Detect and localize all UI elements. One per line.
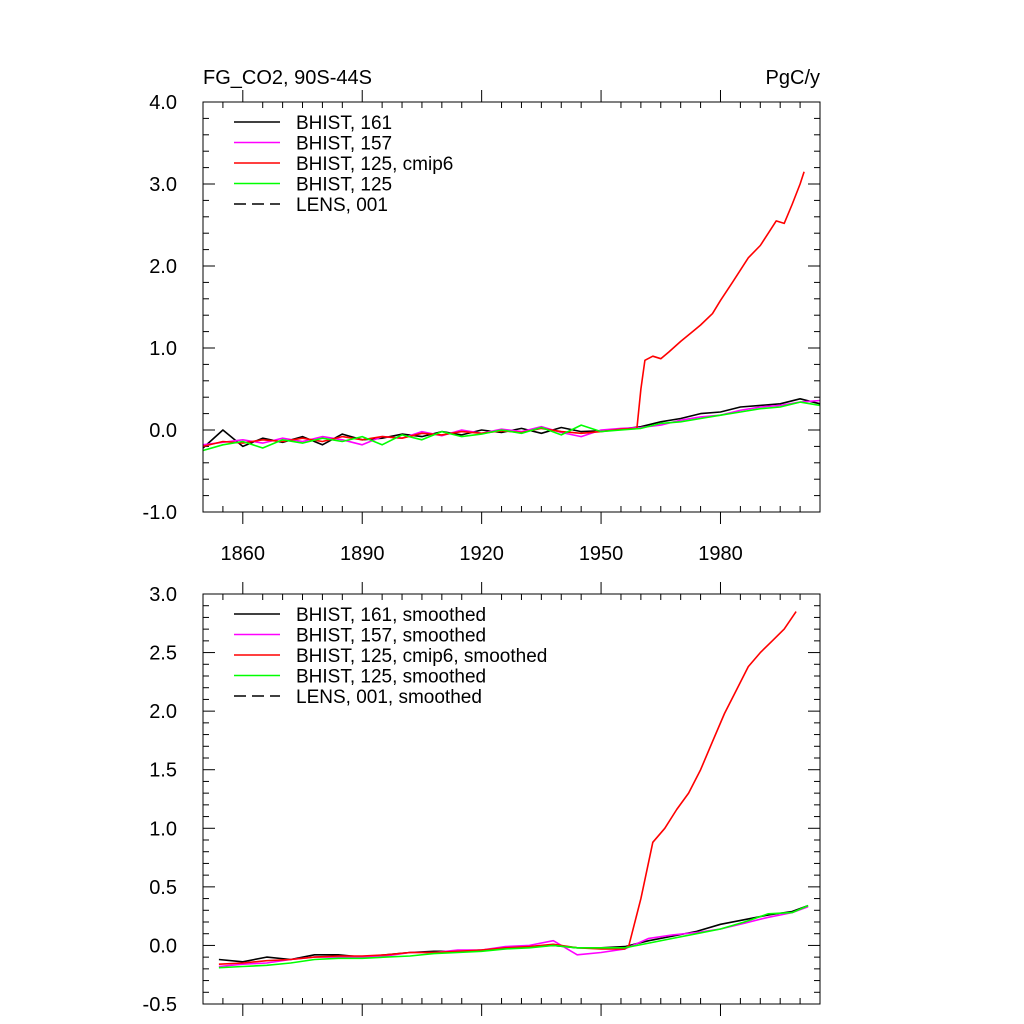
plot-frame xyxy=(202,593,821,1005)
legend-label: LENS, 001, smoothed xyxy=(296,687,482,708)
legend-label: LENS, 001 xyxy=(296,195,388,216)
y-tick-label: 0.0 xyxy=(149,420,177,442)
panel-title-right: PgC/y xyxy=(766,67,820,89)
panel-top: FG_CO2, 90S-44S PgC/y -1.0 0.0 1.0 2.0 3.0 4.… xyxy=(143,67,821,565)
y-tick-label: 2.0 xyxy=(149,256,177,278)
plot-area xyxy=(202,171,821,452)
y-tick-label: 2.0 xyxy=(149,701,177,723)
x-tick-label: 1860 xyxy=(221,543,266,565)
legend-label: BHIST, 125, cmip6, smoothed xyxy=(296,646,547,667)
legend-label: BHIST, 157 xyxy=(296,134,392,155)
y-tick-label: 0.5 xyxy=(149,877,177,899)
y-tick-label: 3.0 xyxy=(149,584,177,606)
series-line xyxy=(218,904,809,963)
y-tick-label: 4.0 xyxy=(149,92,177,114)
y-tick-label: 3.0 xyxy=(149,174,177,196)
legend-label: BHIST, 157, smoothed xyxy=(296,626,486,647)
panel-title-left: FG_CO2, 90S-44S xyxy=(203,67,372,89)
x-tick-label: 1980 xyxy=(698,543,743,565)
y-tick-label: -0.5 xyxy=(143,994,177,1016)
legend-label: BHIST, 161, smoothed xyxy=(296,605,486,626)
y-tick-label: 0.0 xyxy=(149,935,177,957)
legend-label: BHIST, 161 xyxy=(296,113,392,134)
series-line xyxy=(218,904,809,969)
series-line xyxy=(218,611,797,965)
y-tick-label: 1.0 xyxy=(149,338,177,360)
axis-ticks: -1.0 0.0 1.0 2.0 3.0 4.0 1860 1890 1920 1950 1980 xyxy=(143,90,821,565)
plot-frame xyxy=(202,101,821,513)
series-line xyxy=(202,401,821,452)
y-tick-label: -1.0 xyxy=(143,502,177,524)
legend-label: BHIST, 125 xyxy=(296,175,392,196)
legend-label: BHIST, 125, cmip6 xyxy=(296,154,453,175)
x-tick-label: 1890 xyxy=(340,543,385,565)
y-tick-label: 1.0 xyxy=(149,818,177,840)
panel-bottom: -0.5 0.0 0.5 1.0 1.5 2.0 2.5 3.0 BHIST, 161, sm… xyxy=(143,582,821,1016)
x-tick-label: 1920 xyxy=(459,543,504,565)
series-line xyxy=(202,171,805,448)
y-tick-label: 1.5 xyxy=(149,760,177,782)
y-tick-label: 2.5 xyxy=(149,643,177,665)
axis-ticks: -0.5 0.0 0.5 1.0 1.5 2.0 2.5 3.0 xyxy=(143,582,821,1016)
legend-label: BHIST, 125, smoothed xyxy=(296,667,486,688)
plot-area xyxy=(218,611,809,969)
x-tick-label: 1950 xyxy=(579,543,624,565)
